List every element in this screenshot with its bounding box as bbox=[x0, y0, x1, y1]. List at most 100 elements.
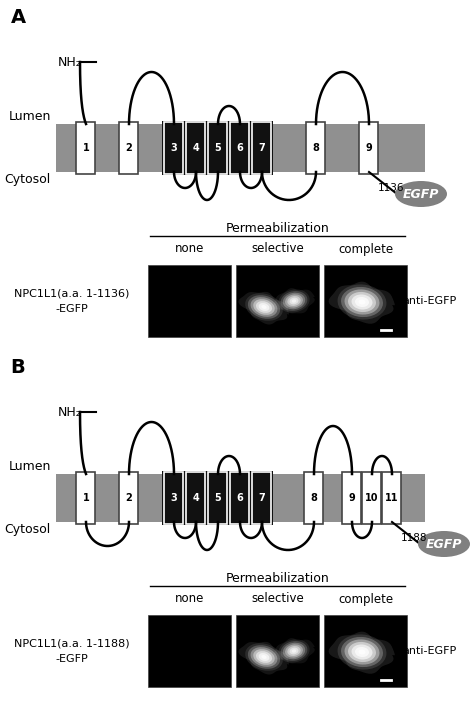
Ellipse shape bbox=[285, 294, 303, 308]
Text: 6: 6 bbox=[237, 143, 243, 153]
Text: Permeabilization: Permeabilization bbox=[226, 223, 329, 235]
Text: 5: 5 bbox=[215, 143, 221, 153]
Bar bbox=[324, 265, 407, 337]
Bar bbox=[383, 472, 401, 524]
Ellipse shape bbox=[245, 643, 283, 671]
Bar bbox=[209, 122, 228, 174]
Bar bbox=[363, 472, 382, 524]
Text: NH₂: NH₂ bbox=[58, 56, 82, 69]
Text: 1: 1 bbox=[82, 493, 90, 503]
Text: 2: 2 bbox=[126, 143, 132, 153]
Polygon shape bbox=[328, 281, 395, 324]
Ellipse shape bbox=[337, 634, 386, 670]
Text: anti-EGFP: anti-EGFP bbox=[403, 296, 457, 306]
Text: 4: 4 bbox=[192, 493, 200, 503]
Text: B: B bbox=[10, 358, 26, 377]
Text: complete: complete bbox=[338, 243, 393, 255]
Text: 6: 6 bbox=[237, 493, 243, 503]
Ellipse shape bbox=[261, 305, 267, 309]
Ellipse shape bbox=[256, 651, 272, 663]
Ellipse shape bbox=[251, 647, 277, 667]
Text: -EGFP: -EGFP bbox=[55, 304, 88, 314]
Bar bbox=[164, 122, 183, 174]
Text: Cytosol: Cytosol bbox=[5, 173, 51, 187]
Ellipse shape bbox=[358, 300, 365, 305]
Bar bbox=[56, 124, 425, 172]
Ellipse shape bbox=[395, 181, 447, 207]
Ellipse shape bbox=[348, 642, 376, 662]
Bar bbox=[359, 122, 379, 174]
Bar bbox=[186, 122, 206, 174]
Ellipse shape bbox=[259, 303, 269, 311]
Bar bbox=[236, 615, 319, 687]
Text: 11: 11 bbox=[385, 493, 399, 503]
Text: NPC1L1(a.a. 1-1136): NPC1L1(a.a. 1-1136) bbox=[14, 288, 130, 298]
Bar bbox=[186, 472, 206, 524]
Text: Lumen: Lumen bbox=[9, 110, 51, 122]
Bar bbox=[148, 265, 231, 337]
Bar bbox=[164, 472, 183, 524]
Ellipse shape bbox=[256, 301, 272, 313]
Bar bbox=[253, 122, 272, 174]
Ellipse shape bbox=[281, 641, 307, 661]
Ellipse shape bbox=[248, 296, 280, 319]
Ellipse shape bbox=[352, 645, 373, 660]
Bar bbox=[163, 471, 273, 525]
Ellipse shape bbox=[292, 299, 296, 303]
Ellipse shape bbox=[245, 293, 283, 321]
Text: 5: 5 bbox=[215, 493, 221, 503]
Text: 8: 8 bbox=[312, 143, 319, 153]
Ellipse shape bbox=[283, 293, 305, 309]
Bar bbox=[230, 472, 249, 524]
Ellipse shape bbox=[287, 296, 301, 306]
Bar bbox=[324, 615, 407, 687]
Ellipse shape bbox=[290, 298, 299, 304]
Text: 1136: 1136 bbox=[378, 183, 404, 193]
Text: none: none bbox=[175, 243, 204, 255]
Text: NPC1L1(a.a. 1-1188): NPC1L1(a.a. 1-1188) bbox=[14, 638, 130, 648]
Text: A: A bbox=[10, 8, 26, 27]
Text: EGFP: EGFP bbox=[403, 187, 439, 201]
Text: 7: 7 bbox=[259, 493, 265, 503]
Text: selective: selective bbox=[251, 592, 304, 605]
Ellipse shape bbox=[281, 291, 307, 311]
Bar bbox=[148, 615, 231, 687]
Bar bbox=[76, 472, 95, 524]
Ellipse shape bbox=[248, 645, 280, 669]
Bar bbox=[307, 122, 326, 174]
Polygon shape bbox=[238, 642, 289, 674]
Text: 9: 9 bbox=[365, 143, 373, 153]
Text: 10: 10 bbox=[365, 493, 379, 503]
Text: anti-EGFP: anti-EGFP bbox=[403, 646, 457, 656]
Text: NH₂: NH₂ bbox=[58, 406, 82, 419]
Ellipse shape bbox=[253, 649, 275, 665]
Polygon shape bbox=[328, 631, 395, 674]
Ellipse shape bbox=[253, 299, 275, 315]
Bar bbox=[56, 474, 425, 522]
Text: 3: 3 bbox=[171, 493, 177, 503]
Text: 2: 2 bbox=[126, 493, 132, 503]
Ellipse shape bbox=[285, 644, 303, 658]
Text: 7: 7 bbox=[259, 143, 265, 153]
Ellipse shape bbox=[345, 639, 380, 665]
Polygon shape bbox=[238, 292, 289, 325]
Text: 4: 4 bbox=[192, 143, 200, 153]
Bar bbox=[76, 122, 95, 174]
Ellipse shape bbox=[352, 294, 373, 310]
Bar bbox=[343, 472, 362, 524]
Ellipse shape bbox=[355, 647, 369, 657]
Text: 9: 9 bbox=[348, 493, 356, 503]
Ellipse shape bbox=[278, 289, 310, 312]
Bar bbox=[209, 472, 228, 524]
Ellipse shape bbox=[292, 649, 296, 653]
Ellipse shape bbox=[345, 289, 380, 315]
Ellipse shape bbox=[259, 653, 269, 661]
Ellipse shape bbox=[348, 292, 376, 312]
Ellipse shape bbox=[341, 287, 383, 317]
Bar bbox=[236, 265, 319, 337]
Text: -EGFP: -EGFP bbox=[55, 654, 88, 664]
Bar bbox=[119, 472, 138, 524]
Bar bbox=[253, 472, 272, 524]
Ellipse shape bbox=[261, 655, 267, 659]
Ellipse shape bbox=[418, 531, 470, 557]
